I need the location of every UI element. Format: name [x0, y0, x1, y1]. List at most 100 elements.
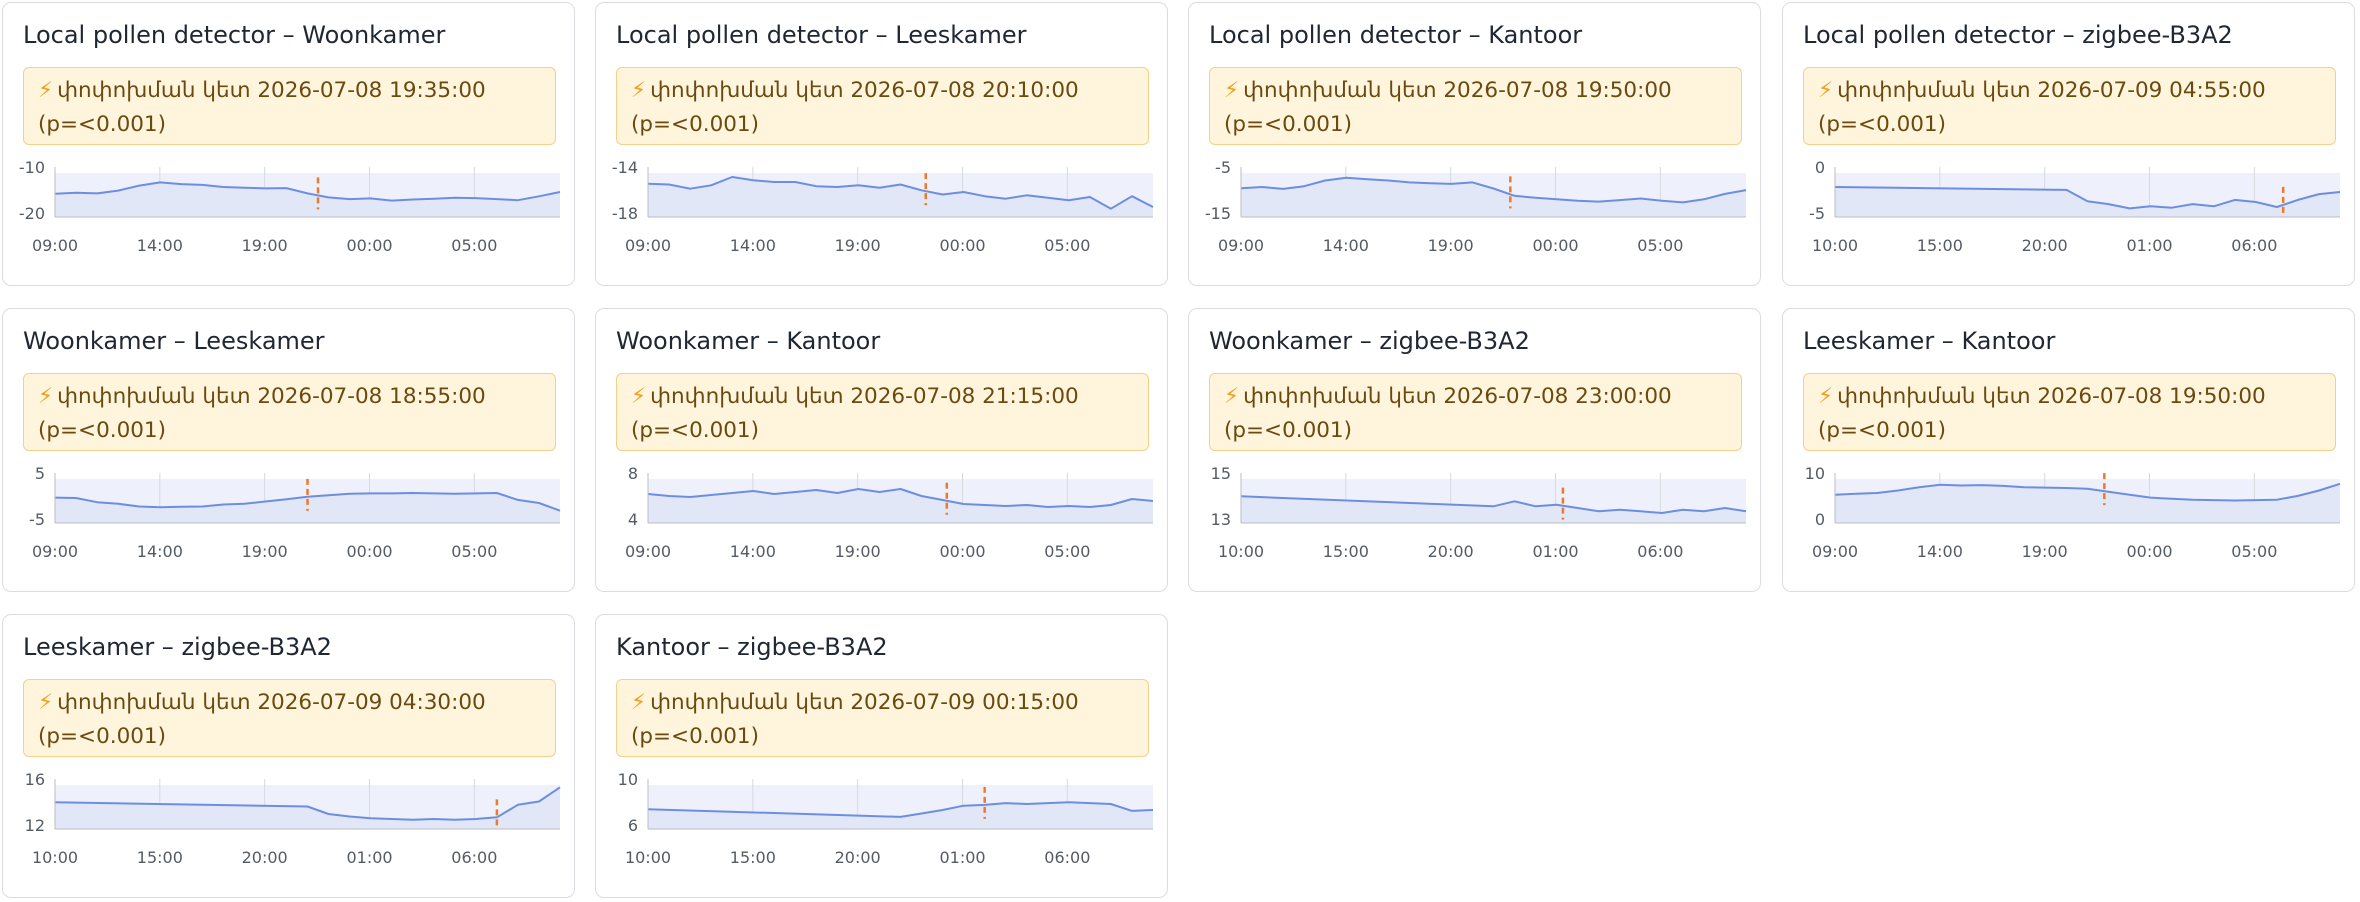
lightning-icon: ⚡ [631, 78, 647, 103]
p-value: (p=⁠<0.001) [1818, 418, 1947, 443]
changepoint-time: 2026-07-08 19:50:00 [2037, 384, 2266, 409]
changepoint-banner: ⚡ փոփոխման կետ 2026-07-09 00:15:00 (p=⁠<0… [616, 679, 1149, 757]
lightning-icon: ⚡ [1818, 78, 1834, 103]
correlation-card: Local pollen detector – Leeskamer ⚡ փոփոխմ… [595, 2, 1168, 286]
changepoint-banner: ⚡ փոփոխման կետ 2026-07-08 21:15:00 (p=⁠<0… [616, 373, 1149, 451]
p-value: (p=⁠<0.001) [631, 112, 760, 137]
changepoint-time: 2026-07-09 00:15:00 [850, 690, 1079, 715]
x-tick-label: 15:00 [1917, 236, 1963, 255]
card-title: Local pollen detector – Woonkamer [23, 21, 446, 49]
series-line [647, 488, 1154, 508]
x-tick-label: 15:00 [1323, 542, 1369, 561]
sparkline-chart: 09:00 14:00 19:00 00:00 05:00 -5 -15 [1189, 153, 1762, 287]
correlation-card: Woonkamer – Kantoor ⚡ փոփոխման կետ 2026-07… [595, 308, 1168, 592]
y-tick-label: -10 [19, 158, 45, 177]
x-tick-label: 00:00 [1532, 236, 1578, 255]
x-tick-label: 06:00 [1637, 542, 1683, 561]
y-tick-label: -18 [612, 204, 638, 223]
sparkline-chart: 10:00 15:00 20:00 01:00 06:00 0 -5 [1783, 153, 2356, 287]
y-tick-label: -5 [1809, 204, 1825, 223]
sparkline-chart: 09:00 14:00 19:00 00:00 05:00 5 -5 [3, 459, 576, 593]
card-title: Local pollen detector – Leeskamer [616, 21, 1027, 49]
y-tick-label: 8 [628, 464, 638, 483]
x-tick-label: 05:00 [1044, 236, 1090, 255]
area-fill [55, 787, 560, 829]
y-tick-label: 5 [35, 464, 45, 483]
series-line [54, 492, 561, 512]
changepoint-label: փոփոխման կետ [1243, 384, 1437, 409]
area-fill [648, 802, 1153, 829]
lightning-icon: ⚡ [38, 690, 54, 715]
changepoint-label: փոփոխման կետ [650, 690, 844, 715]
changepoint-banner: ⚡ փոփոխման կետ 2026-07-09 04:30:00 (p=⁠<0… [23, 679, 556, 757]
x-tick-label: 19:00 [242, 542, 288, 561]
x-tick-label: 14:00 [730, 236, 776, 255]
chart-svg: 10:00 15:00 20:00 01:00 06:00 10 6 [618, 770, 1154, 867]
x-tick-label: 09:00 [625, 236, 671, 255]
series-line [54, 181, 561, 202]
x-tick-label: 06:00 [451, 848, 497, 867]
chart-svg: 09:00 14:00 19:00 00:00 05:00 -5 -15 [1205, 158, 1747, 255]
lightning-icon: ⚡ [38, 78, 54, 103]
chart-svg: 09:00 14:00 19:00 00:00 05:00 -10 -20 [19, 158, 561, 255]
sparkline-chart: 09:00 14:00 19:00 00:00 05:00 -10 -20 [3, 153, 576, 287]
card-title: Local pollen detector – zigbee-B3A2 [1803, 21, 2233, 49]
changepoint-time: 2026-07-08 21:15:00 [850, 384, 1079, 409]
y-tick-label: -5 [1215, 158, 1231, 177]
x-tick-label: 09:00 [32, 236, 78, 255]
correlation-card: Kantoor – zigbee-B3A2 ⚡ փոփոխման կետ 2026-… [595, 614, 1168, 898]
x-tick-label: 14:00 [730, 542, 776, 561]
changepoint-banner: ⚡ փոփոխման կետ 2026-07-08 19:35:00 (p=⁠<0… [23, 67, 556, 145]
x-tick-label: 15:00 [730, 848, 776, 867]
x-tick-label: 15:00 [137, 848, 183, 867]
sparkline-chart: 09:00 14:00 19:00 00:00 05:00 -14 -18 [596, 153, 1169, 287]
area-fill [55, 493, 560, 523]
chart-svg: 09:00 14:00 19:00 00:00 05:00 8 4 [625, 464, 1154, 561]
x-tick-label: 14:00 [137, 542, 183, 561]
card-title: Woonkamer – Leeskamer [23, 327, 325, 355]
changepoint-time: 2026-07-09 04:30:00 [257, 690, 486, 715]
y-tick-label: 6 [628, 816, 638, 835]
area-fill [1241, 177, 1746, 217]
chart-svg: 10:00 15:00 20:00 01:00 06:00 16 12 [25, 770, 561, 867]
x-tick-label: 10:00 [1218, 542, 1264, 561]
lightning-icon: ⚡ [1224, 384, 1240, 409]
correlation-card: Woonkamer – zigbee-B3A2 ⚡ փոփոխման կետ 202… [1188, 308, 1761, 592]
x-tick-label: 09:00 [625, 542, 671, 561]
y-tick-label: 10 [618, 770, 638, 789]
changepoint-label: փոփոխման կետ [57, 78, 251, 103]
x-tick-label: 20:00 [242, 848, 288, 867]
p-value: (p=⁠<0.001) [38, 724, 167, 749]
x-tick-label: 06:00 [2231, 236, 2277, 255]
y-tick-label: 12 [25, 816, 45, 835]
series-line [647, 176, 1154, 210]
area-fill [1241, 496, 1746, 523]
x-tick-label: 05:00 [2231, 542, 2277, 561]
p-value: (p=⁠<0.001) [38, 418, 167, 443]
chart-svg: 09:00 14:00 19:00 00:00 05:00 5 -5 [29, 464, 561, 561]
lightning-icon: ⚡ [38, 384, 54, 409]
changepoint-time: 2026-07-08 19:35:00 [257, 78, 486, 103]
changepoint-time: 2026-07-08 18:55:00 [257, 384, 486, 409]
area-fill [1835, 483, 2340, 523]
changepoint-banner: ⚡ փոփոխման կետ 2026-07-09 04:55:00 (p=⁠<0… [1803, 67, 2336, 145]
correlation-card: Local pollen detector – zigbee-B3A2 ⚡ փոփո… [1782, 2, 2355, 286]
p-value: (p=⁠<0.001) [1224, 112, 1353, 137]
y-tick-label: -5 [29, 510, 45, 529]
lightning-icon: ⚡ [1224, 78, 1240, 103]
y-tick-label: 15 [1211, 464, 1231, 483]
changepoint-banner: ⚡ փոփոխման կետ 2026-07-08 19:50:00 (p=⁠<0… [1803, 373, 2336, 451]
x-tick-label: 19:00 [1428, 236, 1474, 255]
x-tick-label: 00:00 [346, 236, 392, 255]
changepoint-banner: ⚡ փոփոխման կետ 2026-07-08 18:55:00 (p=⁠<0… [23, 373, 556, 451]
changepoint-label: փոփոխման կետ [1837, 78, 2031, 103]
x-tick-label: 09:00 [1218, 236, 1264, 255]
changepoint-time: 2026-07-09 04:55:00 [2037, 78, 2266, 103]
series-line [1834, 186, 2341, 210]
changepoint-label: փոփոխման կետ [1837, 384, 2031, 409]
chart-svg: 10:00 15:00 20:00 01:00 06:00 15 13 [1211, 464, 1747, 561]
x-tick-label: 09:00 [1812, 542, 1858, 561]
p-value: (p=⁠<0.001) [1224, 418, 1353, 443]
p-value: (p=⁠<0.001) [631, 724, 760, 749]
sparkline-chart: 10:00 15:00 20:00 01:00 06:00 15 13 [1189, 459, 1762, 593]
